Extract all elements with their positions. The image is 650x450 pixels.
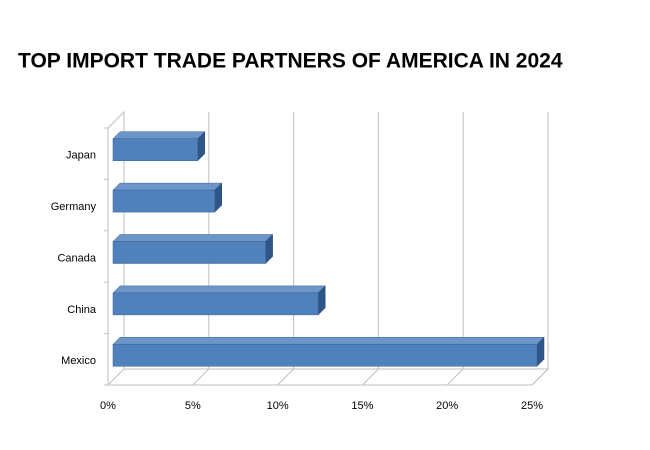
- bar: [112, 138, 199, 161]
- tick-mark: [107, 368, 125, 386]
- bar: [112, 344, 538, 367]
- bar-top: [112, 337, 545, 345]
- x-tick-label: 25%: [521, 400, 543, 412]
- bar: [112, 292, 319, 316]
- y-tick-label: Germany: [51, 201, 97, 213]
- x-tick-label: 0%: [100, 400, 116, 412]
- bar: [112, 241, 266, 264]
- y-tick-label: Japan: [66, 150, 96, 162]
- tick-mark: [362, 368, 379, 386]
- bar: [112, 189, 216, 213]
- chart-title: TOP IMPORT TRADE PARTNERS OF AMERICA IN …: [18, 50, 563, 73]
- y-tick-label: Canada: [57, 252, 96, 264]
- bar-top: [112, 234, 274, 242]
- x-tick-label: 5%: [185, 400, 201, 412]
- y-tick-label: China: [67, 304, 97, 316]
- x-tick-label: 15%: [351, 400, 373, 412]
- x-tick-label: 20%: [436, 400, 458, 412]
- y-tick-label: Mexico: [61, 355, 96, 367]
- tick-mark: [192, 368, 210, 386]
- tick-mark: [446, 368, 464, 386]
- bar-top: [112, 182, 223, 191]
- bar-top: [112, 285, 326, 294]
- tick-mark: [277, 368, 294, 386]
- tick-mark: [531, 368, 549, 386]
- x-tick-label: 10%: [267, 400, 289, 412]
- bar-top: [112, 131, 206, 139]
